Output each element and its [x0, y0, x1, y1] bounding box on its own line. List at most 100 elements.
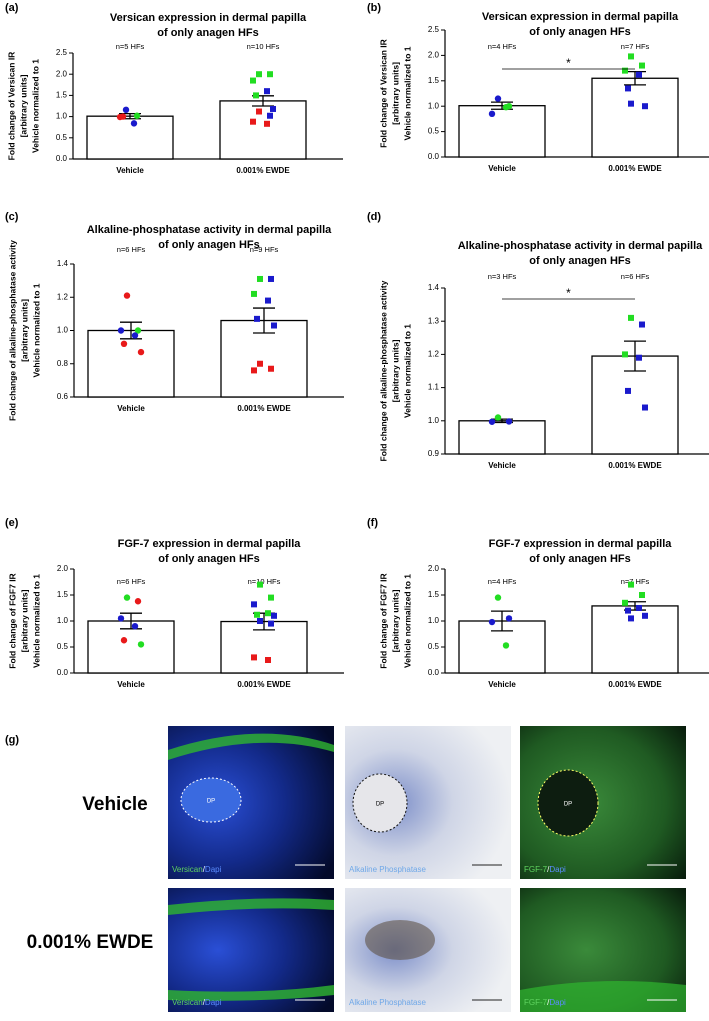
row-label: 0.001% EWDE [27, 932, 154, 953]
data-point [636, 71, 642, 78]
caption-part: / [547, 998, 550, 1007]
data-point [117, 615, 125, 622]
bar [458, 420, 546, 455]
data-point [130, 120, 138, 127]
data-point [253, 92, 259, 99]
chart-title: of only anagen HFs [158, 239, 259, 251]
caption-part: Versican [172, 865, 203, 874]
bar [591, 605, 679, 674]
chart-title: FGF-7 expression in dermal papilla [118, 538, 302, 550]
y-tick-label: 0.0 [428, 668, 440, 677]
panel-letter: (f) [367, 517, 378, 529]
panel-letter: (g) [5, 734, 19, 746]
x-tick-label: 0.001% EWDE [608, 680, 662, 689]
dp-label: DP [376, 802, 384, 808]
data-point [268, 275, 274, 282]
error-bar [624, 340, 646, 372]
data-point [622, 351, 628, 358]
x-tick-label: 0.001% EWDE [237, 404, 291, 413]
y-tick-label: 1.0 [428, 616, 440, 625]
data-point [123, 292, 131, 299]
caption-part: Dapi [549, 865, 566, 874]
image-detail [352, 773, 408, 833]
data-point [251, 654, 257, 661]
panel-letter: (a) [5, 2, 19, 14]
caption-part: Alkaline Phosphatase [349, 998, 426, 1007]
image-detail [168, 733, 334, 760]
y-tick-label: 1.5 [56, 91, 68, 100]
x-tick-label: Vehicle [117, 404, 145, 413]
y-tick-label: 0.5 [428, 127, 440, 136]
data-point [257, 581, 263, 588]
panel-letter: (b) [367, 2, 381, 14]
data-point [505, 615, 513, 622]
image-detail [168, 898, 334, 1001]
data-point [256, 71, 262, 78]
y-tick-label: 1.5 [428, 76, 440, 85]
bar [87, 620, 175, 674]
image-detail [180, 777, 242, 823]
y-tick-label: 0.6 [57, 392, 69, 401]
caption-part: Alkaline Phosphatase [349, 865, 426, 874]
chart-title: Versican expression in dermal papilla [110, 12, 307, 24]
data-point [636, 354, 642, 361]
y-axis-label: Fold change of alkaline-phosphatase acti… [7, 240, 17, 421]
data-point [133, 112, 141, 119]
image-detail [537, 769, 599, 837]
caption-part: / [203, 998, 206, 1007]
data-point [267, 71, 273, 78]
n-label: n=6 HFs [117, 245, 146, 254]
data-point [625, 387, 631, 394]
chart-title: Alkaline-phosphatase activity in dermal … [458, 240, 703, 252]
chart-title: Versican expression in dermal papilla [482, 11, 679, 23]
data-point [264, 88, 270, 95]
caption-part: Dapi [205, 998, 222, 1007]
significance-star: * [566, 286, 571, 300]
error-bar [491, 610, 513, 632]
data-point [119, 113, 127, 120]
n-label: n=9 HFs [250, 245, 279, 254]
x-tick-label: 0.001% EWDE [608, 164, 662, 173]
data-point [131, 623, 139, 630]
data-point [494, 414, 502, 421]
data-point [628, 100, 634, 107]
y-tick-label: 1.0 [56, 112, 68, 121]
data-point [271, 322, 277, 329]
y-tick-label: 0.0 [428, 152, 440, 161]
data-point [268, 620, 274, 627]
y-axis-label: Fold change of alkaline-phosphatase acti… [378, 280, 388, 461]
data-point [250, 77, 256, 84]
y-axis-label: Vehicle normalized to 1 [31, 283, 41, 377]
caption-part: / [203, 865, 206, 874]
x-tick-label: Vehicle [116, 166, 144, 175]
panel-letter: (e) [5, 517, 19, 529]
data-point [628, 581, 634, 588]
data-point [123, 594, 131, 601]
error-bar [120, 321, 142, 340]
data-point [137, 641, 145, 648]
bar [86, 115, 174, 160]
n-label: n=7 HFs [621, 577, 650, 586]
n-label: n=10 HFs [247, 42, 280, 51]
y-tick-label: 0.5 [56, 133, 68, 142]
caption: Alkaline Phosphatase [349, 865, 426, 874]
chart-title: of only anagen HFs [529, 255, 630, 267]
data-point [505, 418, 513, 425]
y-axis-label: Fold change of Versican IR [378, 39, 388, 148]
x-tick-label: 0.001% EWDE [237, 680, 291, 689]
data-point [622, 67, 628, 74]
data-point [117, 327, 125, 334]
row-label: Vehicle [82, 794, 148, 815]
bar [591, 355, 679, 455]
data-point [628, 314, 634, 321]
y-axis-label: [arbitrary units] [18, 74, 28, 137]
data-point [251, 601, 257, 608]
caption: Versican/Dapi [172, 998, 222, 1007]
data-point [250, 118, 256, 125]
caption: Alkaline Phosphatase [349, 998, 426, 1007]
y-axis-label: [arbitrary units] [19, 589, 29, 652]
data-point [122, 106, 130, 114]
y-axis-label: Vehicle normalized to 1 [402, 324, 412, 418]
data-point [120, 637, 128, 644]
